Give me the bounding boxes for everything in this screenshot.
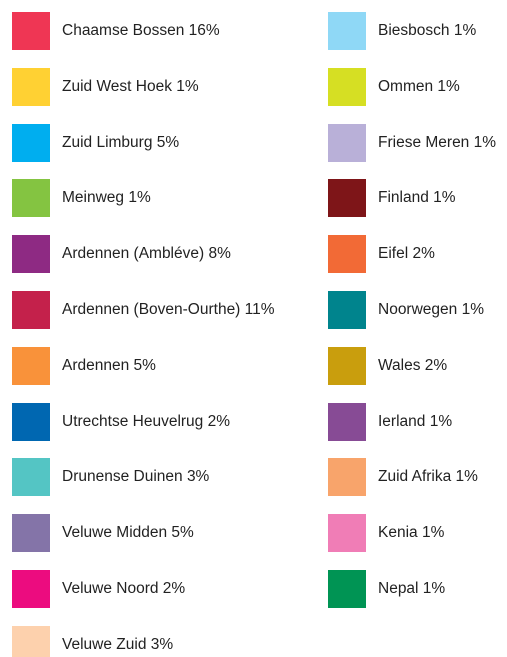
legend-swatch: [328, 458, 366, 497]
legend-swatch: [12, 67, 50, 106]
legend-swatch: [328, 123, 366, 162]
legend-swatch: [328, 67, 366, 106]
legend-label: Meinweg 1%: [62, 189, 151, 207]
legend-label: Finland 1%: [378, 189, 456, 207]
legend-label: Friese Meren 1%: [378, 133, 497, 151]
legend-swatch: [328, 402, 366, 441]
legend-swatch: [328, 235, 366, 274]
legend-label: Chaamse Bossen 16%: [62, 22, 220, 39]
legend-swatch: [12, 402, 50, 441]
legend-swatch: [12, 346, 50, 385]
legend-label: Zuid West Hoek 1%: [62, 77, 199, 95]
legend-swatch: [328, 179, 366, 218]
legend-label: Ierland 1%: [378, 412, 453, 430]
legend-swatch: [328, 346, 366, 385]
legend-swatch: [328, 570, 366, 608]
legend-label: Zuid Afrika 1%: [378, 468, 478, 486]
legend-label: Ommen 1%: [378, 77, 460, 95]
legend-label: Noorwegen 1%: [378, 301, 484, 318]
legend-label: Ardennen (Boven-Ourthe) 11%: [62, 301, 275, 318]
legend-label: Veluwe Zuid 3%: [62, 635, 174, 653]
legend-swatch: [328, 12, 366, 50]
legend-label: Utrechtse Heuvelrug 2%: [62, 412, 230, 430]
legend-swatch: [12, 291, 50, 329]
legend-swatch: [12, 12, 50, 50]
legend-swatch: [328, 291, 366, 329]
legend-swatch: [12, 179, 50, 218]
legend-label: Ardennen (Ambléve) 8%: [62, 245, 231, 263]
legend-label: Nepal 1%: [378, 580, 446, 597]
legend-label: Kenia 1%: [378, 524, 445, 542]
legend-swatch: [12, 235, 50, 274]
legend-label: Wales 2%: [378, 356, 448, 374]
legend-label: Zuid Limburg 5%: [62, 133, 180, 151]
legend-swatch: [12, 570, 50, 608]
legend-label: Biesbosch 1%: [378, 22, 477, 39]
legend-swatch: [12, 123, 50, 162]
legend-swatch: [12, 625, 50, 657]
legend-swatch: [328, 514, 366, 553]
legend-label: Ardennen 5%: [62, 356, 156, 374]
legend-label: Veluwe Noord 2%: [62, 580, 186, 597]
legend-swatch: [12, 514, 50, 553]
legend-label: Eifel 2%: [378, 245, 435, 263]
legend-label: Veluwe Midden 5%: [62, 524, 194, 542]
legend-label: Drunense Duinen 3%: [62, 468, 210, 486]
legend-swatch: [12, 458, 50, 497]
